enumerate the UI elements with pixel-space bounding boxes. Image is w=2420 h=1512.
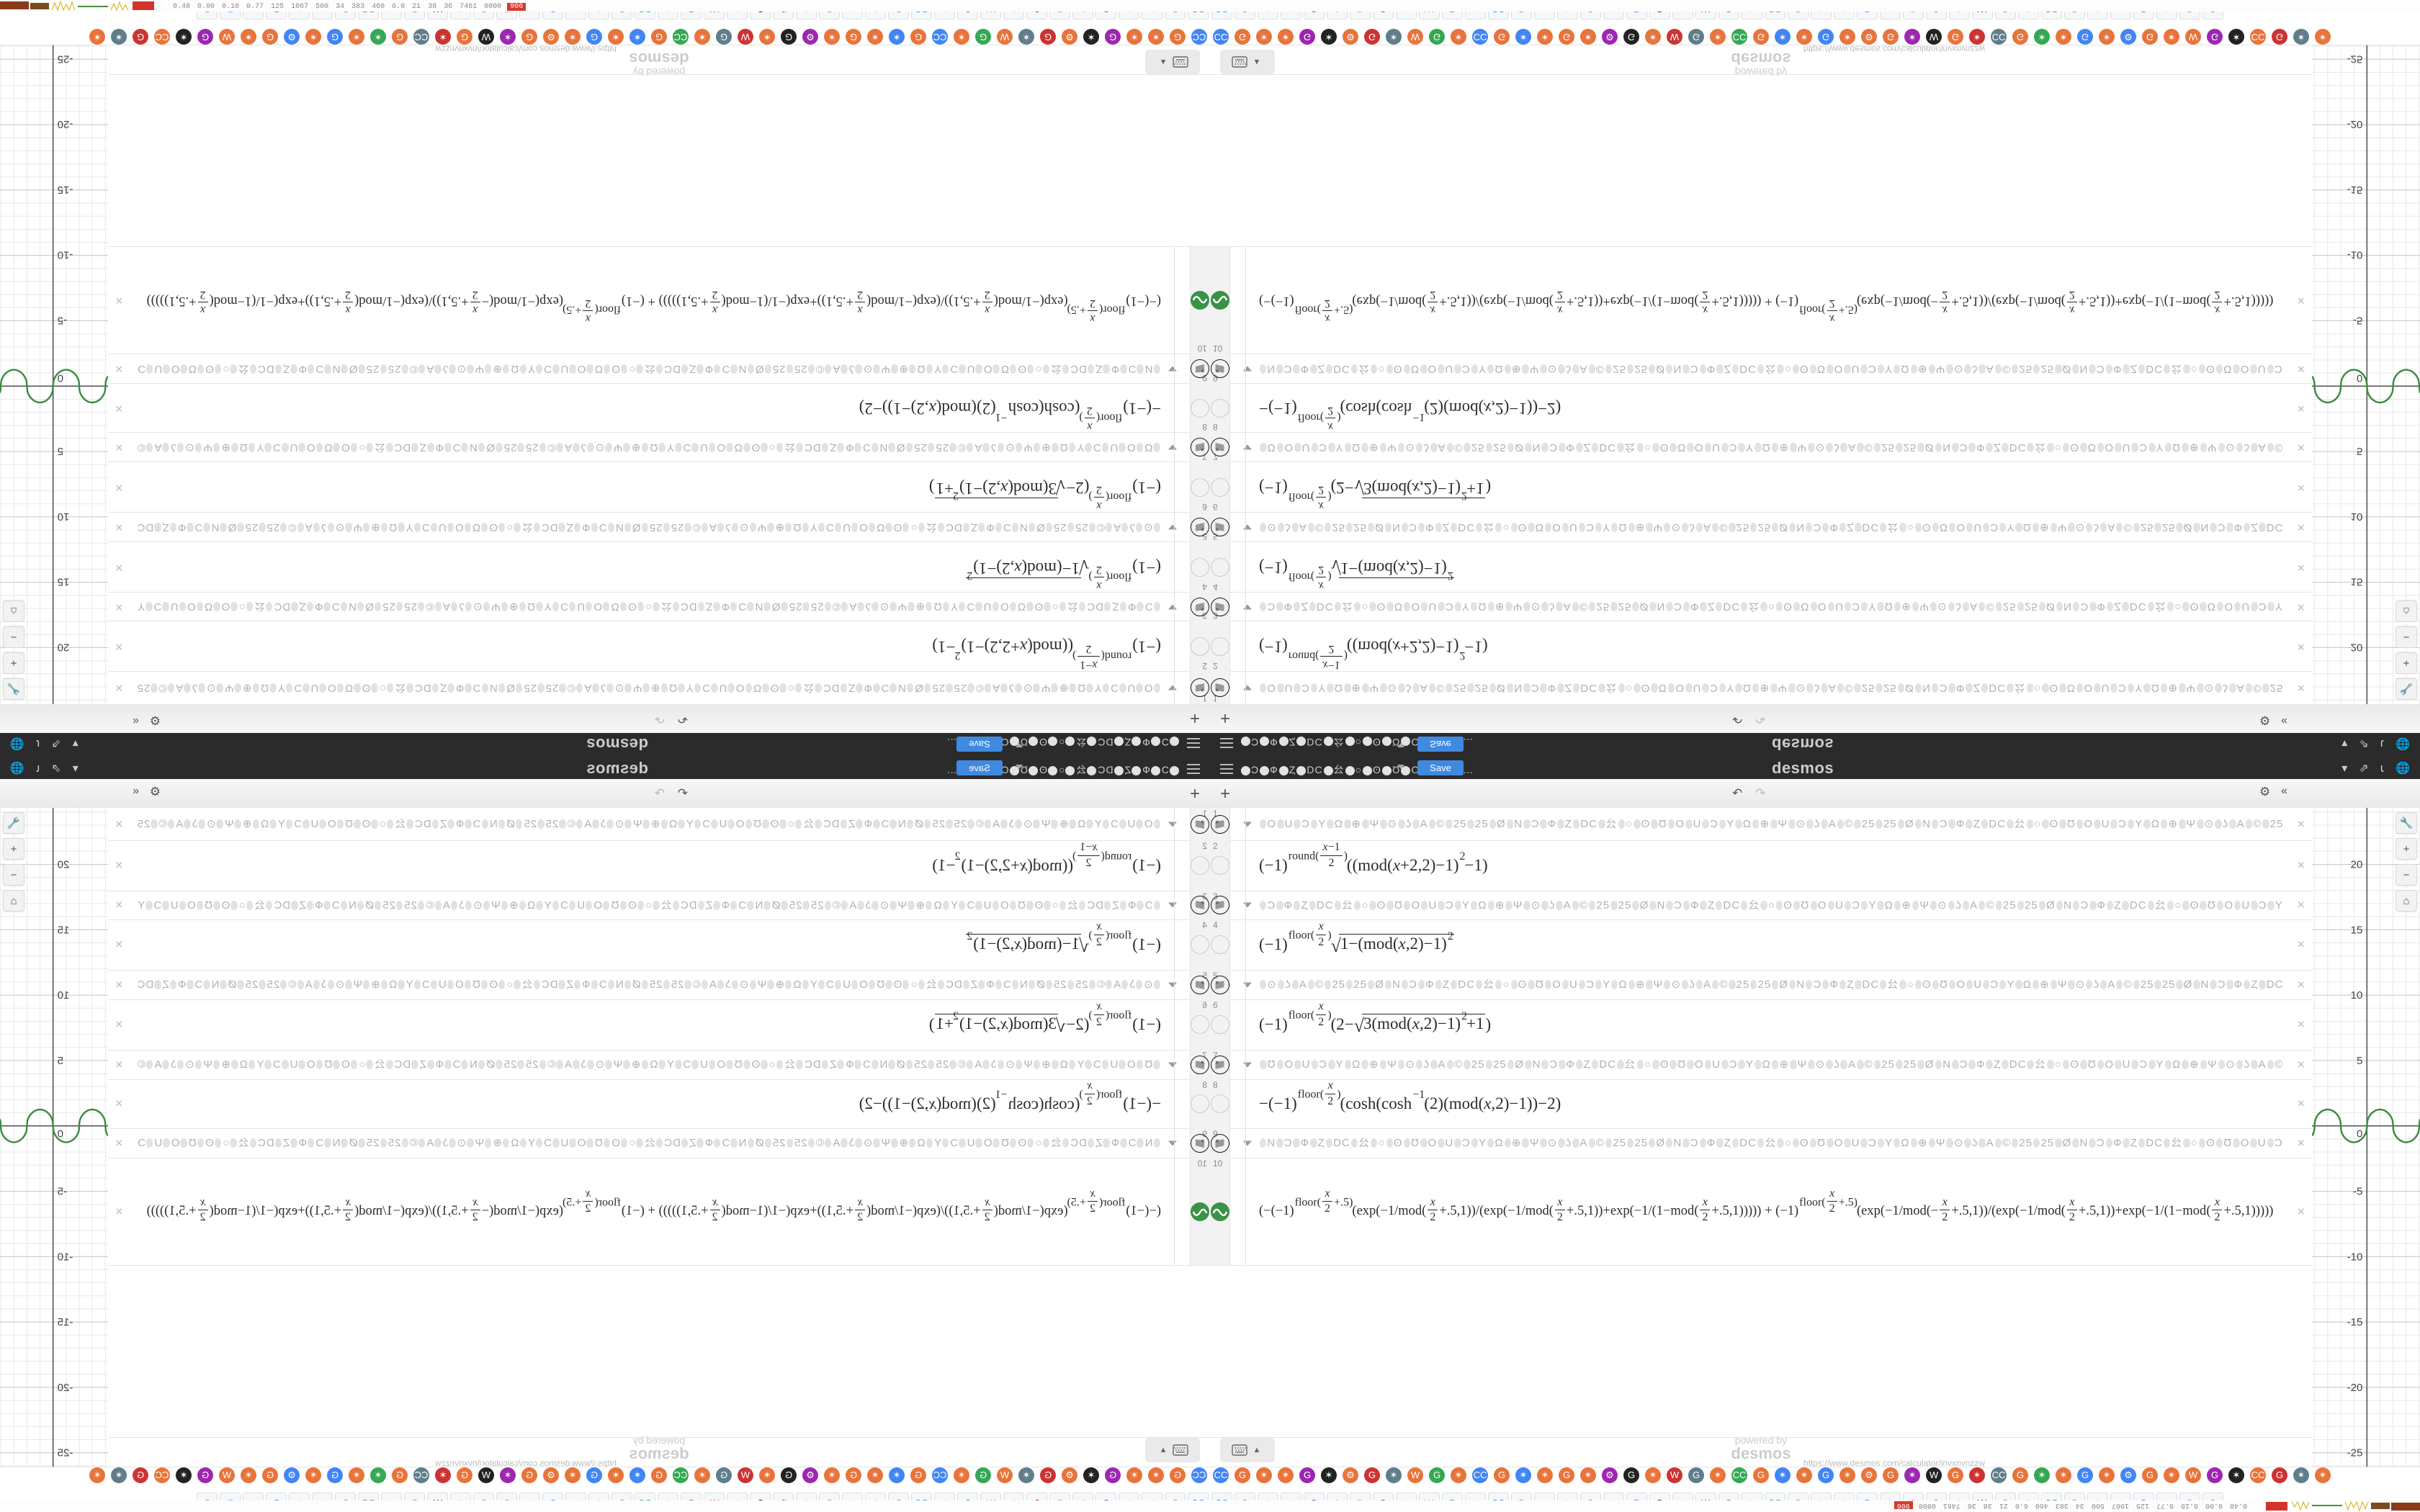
svg-text:-20: -20: [2347, 1382, 2363, 1394]
svg-text:-5: -5: [58, 1186, 67, 1198]
svg-text:-25: -25: [58, 1447, 73, 1459]
svg-text:-15: -15: [58, 184, 73, 196]
svg-text:-10: -10: [2347, 249, 2363, 261]
svg-text:15: 15: [58, 576, 70, 588]
svg-text:-5: -5: [2353, 1186, 2362, 1198]
svg-text:5: 5: [58, 445, 63, 457]
svg-text:15: 15: [2351, 576, 2363, 588]
svg-text:20: 20: [2351, 859, 2363, 871]
svg-text:15: 15: [2351, 924, 2363, 936]
svg-text:10: 10: [2351, 989, 2363, 1002]
svg-text:-20: -20: [2347, 118, 2363, 130]
svg-text:-10: -10: [58, 249, 73, 261]
svg-text:-20: -20: [58, 1382, 73, 1394]
svg-text:-15: -15: [58, 1316, 73, 1328]
svg-text:20: 20: [58, 859, 70, 871]
svg-text:10: 10: [58, 989, 70, 1002]
svg-text:5: 5: [2357, 1055, 2362, 1067]
svg-text:15: 15: [58, 924, 70, 936]
svg-text:5: 5: [2357, 445, 2362, 457]
svg-text:10: 10: [2351, 510, 2363, 523]
svg-text:-15: -15: [2347, 184, 2363, 196]
svg-text:-25: -25: [2347, 1447, 2363, 1459]
svg-text:-5: -5: [58, 315, 67, 327]
svg-text:-10: -10: [2347, 1251, 2363, 1263]
svg-text:20: 20: [58, 642, 70, 654]
svg-text:-10: -10: [58, 1251, 73, 1263]
svg-text:5: 5: [58, 1055, 63, 1067]
svg-text:-25: -25: [58, 53, 73, 65]
svg-text:-25: -25: [2347, 53, 2363, 65]
svg-text:10: 10: [58, 510, 70, 523]
svg-text:-5: -5: [2353, 315, 2362, 327]
svg-text:-20: -20: [58, 118, 73, 130]
svg-text:20: 20: [2351, 642, 2363, 654]
svg-text:-15: -15: [2347, 1316, 2363, 1328]
